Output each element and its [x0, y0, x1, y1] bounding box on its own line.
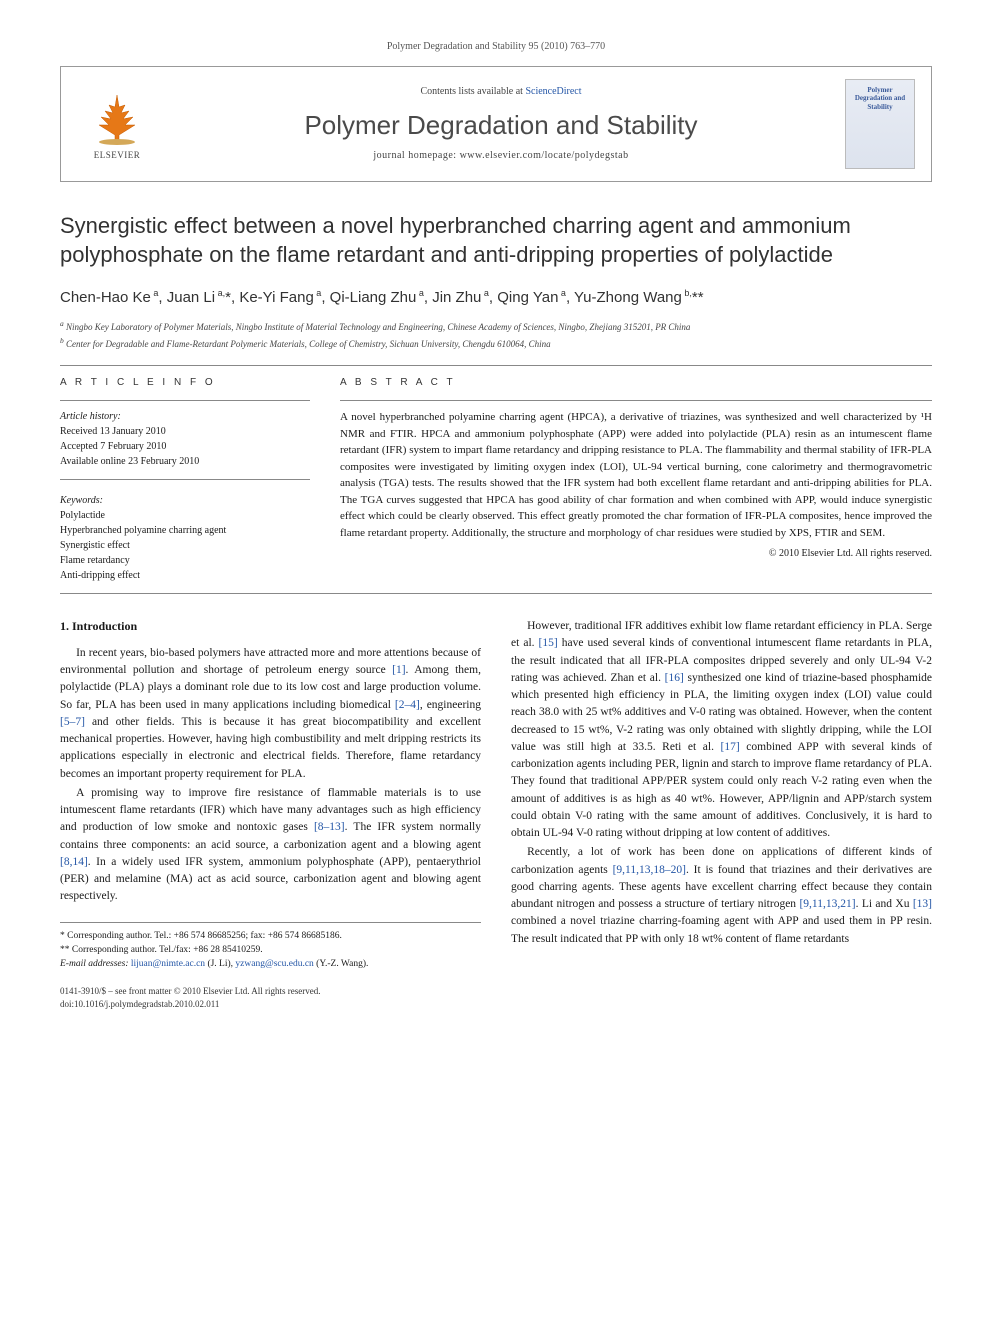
publisher-block: ELSEVIER	[77, 87, 157, 162]
affiliation-b: b Center for Degradable and Flame-Retard…	[60, 335, 932, 352]
footer-line-2: doi:10.1016/j.polymdegradstab.2010.02.01…	[60, 998, 481, 1011]
corresponding-author-1: * Corresponding author. Tel.: +86 574 86…	[60, 929, 481, 943]
info-abstract-row: A R T I C L E I N F O Article history: R…	[60, 376, 932, 583]
footer-block: 0141-3910/$ – see front matter © 2010 El…	[60, 985, 481, 1010]
intro-text-right: However, traditional IFR additives exhib…	[511, 618, 932, 948]
contents-line: Contents lists available at ScienceDirec…	[157, 85, 845, 99]
copyright-line: © 2010 Elsevier Ltd. All rights reserved…	[340, 547, 932, 561]
citation-link[interactable]: [13]	[913, 898, 932, 910]
divider	[340, 400, 932, 401]
homepage-url: www.elsevier.com/locate/polydegstab	[460, 150, 629, 161]
contents-prefix: Contents lists available at	[420, 86, 525, 97]
email-1-name: (J. Li),	[207, 959, 233, 969]
journal-name: Polymer Degradation and Stability	[157, 107, 845, 143]
affiliation-a: a Ningbo Key Laboratory of Polymer Mater…	[60, 318, 932, 335]
citation-link[interactable]: [16]	[665, 672, 684, 684]
divider	[60, 365, 932, 366]
keywords-label: Keywords:	[60, 494, 310, 508]
email-line: E-mail addresses: lijuan@nimte.ac.cn (J.…	[60, 957, 481, 971]
paragraph: However, traditional IFR additives exhib…	[511, 618, 932, 842]
keyword: Polylactide	[60, 508, 310, 523]
divider	[60, 400, 310, 401]
keyword: Hyperbranched polyamine charring agent	[60, 523, 310, 538]
citation-link[interactable]: [1]	[392, 664, 405, 676]
article-info-label: A R T I C L E I N F O	[60, 376, 310, 390]
citation-link[interactable]: [9,11,13,18–20]	[613, 864, 686, 876]
keyword: Anti-dripping effect	[60, 568, 310, 583]
divider	[60, 593, 932, 594]
citation-link[interactable]: [8–13]	[314, 821, 345, 833]
section-heading-intro: 1. Introduction	[60, 618, 481, 635]
elsevier-tree-icon	[87, 87, 147, 147]
email-1[interactable]: lijuan@nimte.ac.cn	[131, 959, 205, 969]
article-title: Synergistic effect between a novel hyper…	[60, 212, 932, 269]
history-accepted: Accepted 7 February 2010	[60, 439, 310, 454]
abstract-label: A B S T R A C T	[340, 376, 932, 390]
email-label: E-mail addresses:	[60, 959, 129, 969]
keywords-list: Polylactide Hyperbranched polyamine char…	[60, 508, 310, 583]
authors-line: Chen-Hao Ke a, Juan Li a,*, Ke-Yi Fang a…	[60, 287, 932, 308]
body-column-left: 1. Introduction In recent years, bio-bas…	[60, 618, 481, 1010]
history-online: Available online 23 February 2010	[60, 454, 310, 469]
body-column-right: However, traditional IFR additives exhib…	[511, 618, 932, 1010]
article-history: Article history: Received 13 January 201…	[60, 409, 310, 469]
paragraph: A promising way to improve fire resistan…	[60, 785, 481, 906]
citation-link[interactable]: [9,11,13,21]	[799, 898, 855, 910]
homepage-line: journal homepage: www.elsevier.com/locat…	[157, 149, 845, 163]
footnotes: * Corresponding author. Tel.: +86 574 86…	[60, 922, 481, 972]
abstract-text: A novel hyperbranched polyamine charring…	[340, 409, 932, 541]
citation-link[interactable]: [5–7]	[60, 716, 85, 728]
footer-line-1: 0141-3910/$ – see front matter © 2010 El…	[60, 985, 481, 998]
header-center: Contents lists available at ScienceDirec…	[157, 85, 845, 163]
journal-cover-thumbnail: Polymer Degradation and Stability	[845, 79, 915, 169]
citation-link[interactable]: [8,14]	[60, 856, 88, 868]
homepage-prefix: journal homepage:	[373, 150, 459, 161]
paragraph: In recent years, bio-based polymers have…	[60, 645, 481, 783]
article-info-column: A R T I C L E I N F O Article history: R…	[60, 376, 310, 583]
body-columns: 1. Introduction In recent years, bio-bas…	[60, 618, 932, 1010]
history-received: Received 13 January 2010	[60, 424, 310, 439]
email-2[interactable]: yzwang@scu.edu.cn	[235, 959, 313, 969]
abstract-column: A B S T R A C T A novel hyperbranched po…	[340, 376, 932, 583]
divider	[60, 479, 310, 480]
email-2-name: (Y.-Z. Wang).	[316, 959, 368, 969]
citation-link[interactable]: [15]	[539, 637, 558, 649]
citation-link[interactable]: [17]	[721, 741, 740, 753]
publisher-name: ELSEVIER	[94, 149, 141, 162]
affiliations: a Ningbo Key Laboratory of Polymer Mater…	[60, 318, 932, 351]
sciencedirect-link[interactable]: ScienceDirect	[525, 86, 581, 97]
running-header: Polymer Degradation and Stability 95 (20…	[60, 40, 932, 54]
cover-text: Polymer Degradation and Stability	[850, 86, 910, 111]
page: Polymer Degradation and Stability 95 (20…	[0, 0, 992, 1051]
keyword: Synergistic effect	[60, 538, 310, 553]
paragraph: Recently, a lot of work has been done on…	[511, 844, 932, 948]
history-label: Article history:	[60, 409, 310, 424]
intro-text-left: In recent years, bio-based polymers have…	[60, 645, 481, 906]
corresponding-author-2: ** Corresponding author. Tel./fax: +86 2…	[60, 943, 481, 957]
journal-header-box: ELSEVIER Contents lists available at Sci…	[60, 66, 932, 182]
citation-link[interactable]: [2–4]	[395, 699, 420, 711]
keyword: Flame retardancy	[60, 553, 310, 568]
